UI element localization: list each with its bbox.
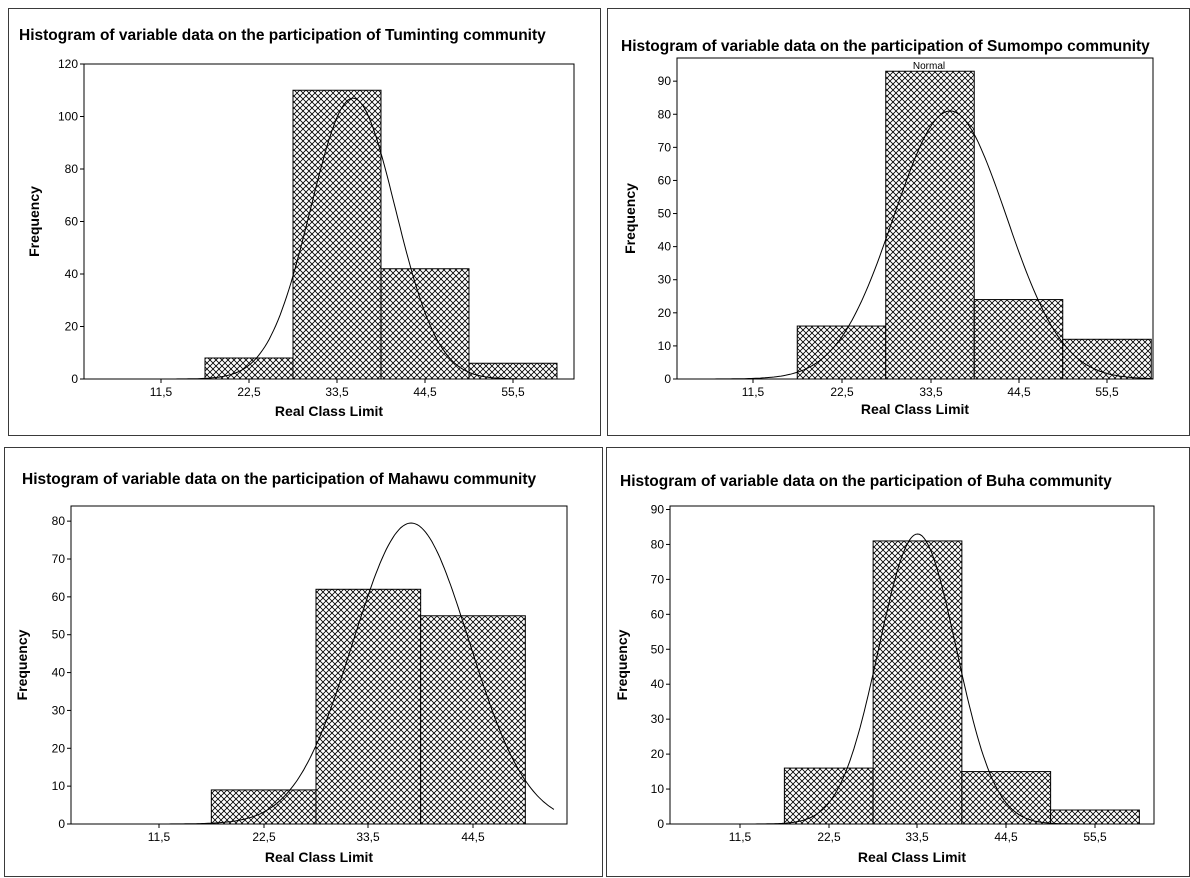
x-tick-label: 33,5	[325, 385, 349, 399]
y-tick-label: 40	[65, 267, 79, 281]
y-tick-label: 30	[658, 273, 672, 287]
y-tick-label: 90	[651, 502, 665, 516]
histogram-bar	[885, 70, 975, 380]
y-tick-label: 80	[658, 107, 672, 121]
y-tick-label: 20	[651, 747, 665, 761]
y-tick-label: 70	[651, 572, 665, 586]
histogram-bar	[1050, 809, 1140, 825]
y-tick-label: 10	[651, 782, 665, 796]
chart-title: Histogram of variable data on the partic…	[621, 38, 1150, 55]
y-tick-label: 80	[651, 537, 665, 551]
y-tick-label: 50	[658, 207, 672, 221]
y-tick-label: 70	[52, 552, 66, 566]
y-tick-label: 100	[58, 110, 78, 124]
x-tick-label: 33,5	[905, 830, 929, 844]
x-axis-label: Real Class Limit	[861, 401, 969, 417]
x-tick-label: 22,5	[817, 830, 841, 844]
histogram-bar	[292, 89, 382, 380]
x-tick-label: 55,5	[1083, 830, 1107, 844]
y-axis-label: Frequency	[26, 186, 42, 257]
y-tick-label: 20	[65, 320, 79, 334]
y-tick-label: 30	[52, 703, 66, 717]
normal-fit-curve	[145, 97, 573, 380]
x-tick-label: 22,5	[252, 830, 276, 844]
normal-fit-curve	[700, 110, 1153, 380]
y-tick-label: 0	[657, 817, 664, 831]
y-tick-label: 80	[52, 514, 66, 528]
histogram-bar	[380, 268, 470, 380]
histogram-chart-sumompo: Histogram of variable data on the partic…	[621, 38, 1154, 417]
normal-fit-curve	[703, 533, 1116, 825]
histogram-panel-buha: Histogram of variable data on the partic…	[606, 447, 1190, 877]
y-tick-label: 50	[52, 628, 66, 642]
y-tick-label: 0	[71, 372, 78, 386]
histogram-panel-sumompo: Histogram of variable data on the partic…	[607, 8, 1190, 436]
histogram-bar	[961, 771, 1052, 825]
y-tick-label: 10	[52, 779, 66, 793]
chart-title: Histogram of variable data on the partic…	[22, 471, 537, 488]
x-tick-label: 22,5	[237, 385, 261, 399]
y-tick-label: 40	[52, 666, 66, 680]
y-tick-label: 10	[658, 339, 672, 353]
histogram-bar	[796, 325, 887, 380]
y-tick-label: 0	[664, 372, 671, 386]
y-tick-label: 60	[52, 590, 66, 604]
x-tick-label: 11,5	[729, 830, 752, 844]
histogram-bar	[973, 299, 1064, 380]
x-tick-label: 33,5	[919, 385, 943, 399]
histogram-panel-mahawu: Histogram of variable data on the partic…	[4, 447, 603, 877]
x-tick-label: 33,5	[356, 830, 380, 844]
y-tick-label: 50	[651, 642, 665, 656]
y-axis-label: Frequency	[622, 183, 638, 254]
y-tick-label: 20	[658, 306, 672, 320]
histogram-bar	[315, 588, 422, 825]
y-tick-label: 80	[65, 162, 79, 176]
y-tick-label: 0	[58, 817, 65, 831]
x-tick-label: 11,5	[148, 830, 171, 844]
normal-fit-curve	[140, 522, 555, 825]
x-tick-label: 22,5	[830, 385, 854, 399]
x-tick-label: 44,5	[1007, 385, 1031, 399]
chart-title: Histogram of variable data on the partic…	[620, 473, 1112, 490]
x-tick-label: 44,5	[413, 385, 437, 399]
x-tick-label: 11,5	[150, 385, 173, 399]
y-tick-label: 30	[651, 712, 665, 726]
x-axis-label: Real Class Limit	[858, 849, 966, 865]
y-tick-label: 60	[651, 607, 665, 621]
histogram-chart-tuminting: Histogram of variable data on the partic…	[19, 27, 575, 419]
histogram-bar	[204, 357, 294, 380]
histogram-bar	[783, 767, 874, 825]
x-tick-label: 44,5	[994, 830, 1018, 844]
y-tick-label: 40	[651, 677, 665, 691]
chart-title: Histogram of variable data on the partic…	[19, 27, 546, 44]
histogram-bar	[872, 540, 963, 825]
x-axis-label: Real Class Limit	[275, 403, 383, 419]
x-tick-label: 11,5	[742, 385, 765, 399]
chart-subtitle: Normal	[913, 61, 945, 72]
histogram-bar	[420, 615, 526, 825]
y-tick-label: 90	[658, 74, 672, 88]
y-tick-label: 70	[658, 140, 672, 154]
y-axis-label: Frequency	[614, 629, 630, 700]
histogram-panel-tuminting: Histogram of variable data on the partic…	[8, 8, 601, 436]
y-axis-label: Frequency	[14, 629, 30, 700]
histogram-bar	[210, 789, 317, 825]
histogram-chart-mahawu: Histogram of variable data on the partic…	[14, 471, 568, 865]
y-tick-label: 60	[658, 173, 672, 187]
y-tick-label: 20	[52, 741, 66, 755]
y-tick-label: 60	[65, 215, 79, 229]
x-tick-label: 55,5	[501, 385, 525, 399]
x-tick-label: 55,5	[1095, 385, 1119, 399]
x-tick-label: 44,5	[461, 830, 485, 844]
y-tick-label: 40	[658, 240, 672, 254]
x-axis-label: Real Class Limit	[265, 849, 373, 865]
histogram-chart-buha: Histogram of variable data on the partic…	[614, 473, 1155, 865]
y-tick-label: 120	[58, 57, 78, 71]
